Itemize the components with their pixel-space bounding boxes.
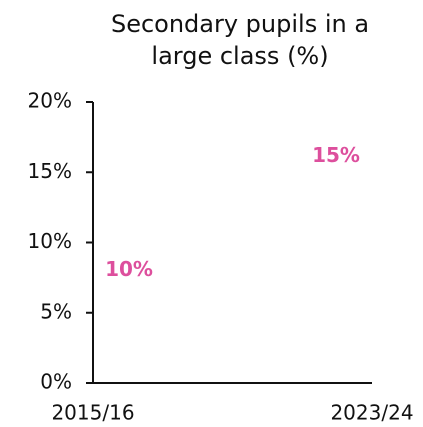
y-tick-label: 15%	[28, 159, 72, 183]
y-tick-label: 20%	[28, 89, 72, 113]
x-tick-label: 2023/24	[330, 401, 413, 425]
data-label: 15%	[312, 143, 360, 167]
data-label: 10%	[105, 257, 153, 281]
x-tick-label: 2015/16	[51, 401, 134, 425]
y-tick-label: 0%	[40, 370, 72, 394]
y-tick-label: 5%	[40, 299, 72, 323]
chart-title: Secondary pupils in a large class (%)	[110, 10, 370, 70]
y-tick-label: 10%	[28, 229, 72, 253]
